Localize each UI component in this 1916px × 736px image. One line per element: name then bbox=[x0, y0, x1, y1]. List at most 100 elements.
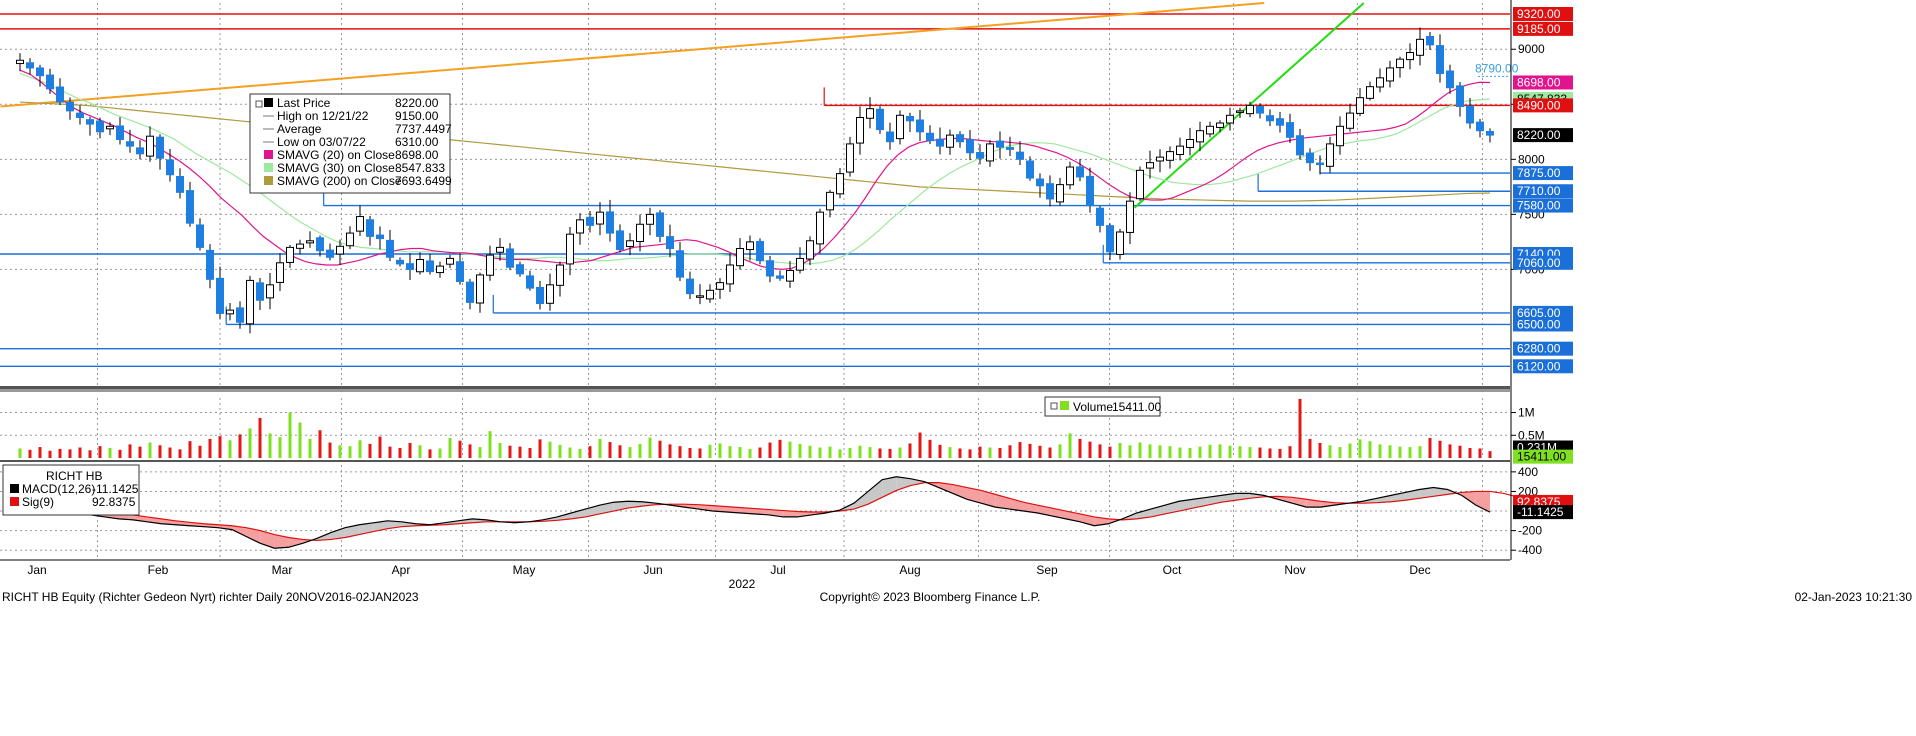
volume-bar-down bbox=[998, 448, 1002, 458]
volume-bar-up bbox=[1408, 447, 1412, 458]
price-tag-box bbox=[1513, 75, 1573, 90]
volume-tag: 15411.00 bbox=[1517, 450, 1566, 464]
volume-bar-up bbox=[818, 447, 822, 458]
candle-down bbox=[1316, 162, 1324, 166]
candle-up bbox=[496, 246, 504, 253]
volume-bar-down bbox=[128, 444, 132, 458]
panel-divider bbox=[0, 386, 1510, 389]
candle-down bbox=[136, 147, 144, 155]
volume-bar-down bbox=[178, 449, 182, 458]
candle-down bbox=[756, 240, 764, 262]
price-tag-box bbox=[1513, 305, 1573, 320]
candle-up bbox=[276, 262, 284, 283]
candle-up bbox=[1116, 231, 1124, 255]
price-tag-box bbox=[1513, 198, 1573, 213]
volume-bar-down bbox=[118, 449, 122, 458]
month-label: Apr bbox=[392, 563, 411, 577]
candle-up bbox=[746, 241, 754, 251]
volume-bar-down bbox=[778, 439, 782, 458]
volume-bar-up bbox=[1058, 444, 1062, 458]
price-tag-box bbox=[1513, 21, 1573, 36]
candle-down bbox=[406, 263, 414, 270]
candle-up bbox=[226, 309, 234, 315]
candle-down bbox=[256, 282, 264, 301]
candle-down bbox=[36, 67, 44, 77]
volume-bar-up bbox=[1068, 433, 1072, 458]
volume-bar-up bbox=[438, 448, 442, 458]
month-label: Mar bbox=[272, 563, 293, 577]
footer: RICHT HB Equity (Richter Gedeon Nyrt) ri… bbox=[2, 590, 1912, 604]
candle-down bbox=[396, 259, 404, 265]
macd-lines bbox=[19, 476, 1533, 549]
month-label: Aug bbox=[899, 563, 920, 577]
volume-bar-down bbox=[878, 448, 882, 458]
volume-bar-down bbox=[188, 441, 192, 458]
x-axis: Jan Feb Mar Apr May Jun Jul Aug Sep Oct Nov Dec bbox=[0, 559, 1510, 577]
candle-up bbox=[736, 247, 744, 267]
volume-bar-up bbox=[418, 445, 422, 458]
volume-bar-up bbox=[1368, 441, 1372, 458]
price-tag-box bbox=[1513, 184, 1573, 199]
volume-bar-up bbox=[838, 449, 842, 458]
candle-down bbox=[1096, 207, 1104, 226]
candle-down bbox=[666, 236, 674, 249]
legend-swatch bbox=[1060, 401, 1069, 410]
volume-bar-up bbox=[1338, 447, 1342, 458]
volume-bar-up bbox=[1168, 446, 1172, 458]
candle-down bbox=[676, 250, 684, 278]
volume-bar-up bbox=[148, 442, 152, 458]
macd-histogram-segment bbox=[952, 484, 968, 500]
price-tag-box bbox=[1513, 317, 1573, 332]
candle-up bbox=[826, 191, 834, 211]
macd-histogram-segment bbox=[1376, 495, 1392, 503]
candle-down bbox=[1076, 166, 1084, 178]
candle-up bbox=[486, 254, 494, 276]
candle-up bbox=[346, 232, 354, 247]
volume-bar-up bbox=[598, 438, 602, 458]
volume-tick-label: 1M bbox=[1518, 406, 1535, 420]
legend-value: 6310.00 bbox=[395, 135, 439, 149]
price-tags: 9320.009185.008698.008547.8338490.008220… bbox=[1513, 7, 1573, 520]
candles bbox=[16, 27, 1494, 334]
macd-histogram-segment bbox=[995, 494, 1010, 510]
volume-bar-down bbox=[88, 450, 92, 458]
candle-down bbox=[176, 175, 184, 193]
legend-swatch bbox=[10, 484, 19, 493]
price-annotation: 8790.00 bbox=[1475, 61, 1519, 77]
macd-histogram-segment bbox=[557, 512, 572, 521]
candle-down bbox=[616, 230, 624, 251]
month-label: Dec bbox=[1409, 563, 1430, 577]
candle-up bbox=[1146, 162, 1154, 169]
candle-up bbox=[16, 59, 24, 65]
macd-histogram-segment bbox=[797, 511, 812, 517]
volume-bar-up bbox=[1378, 444, 1382, 458]
candle-down bbox=[426, 260, 434, 273]
legend-label: SMAVG (30) on Close bbox=[277, 161, 395, 175]
candle-down bbox=[1296, 135, 1304, 156]
candle-up bbox=[296, 243, 304, 249]
volume-bar-down bbox=[658, 440, 662, 458]
candle-up bbox=[556, 264, 564, 286]
legend-label: SMAVG (20) on Close bbox=[277, 148, 395, 162]
volume-bar-down bbox=[1308, 438, 1312, 458]
volume-bar-down bbox=[678, 446, 682, 458]
macd-histogram-segment bbox=[967, 487, 982, 504]
price-legend[interactable]: Last Price 8220.00 High on 12/21/22 9150.00… bbox=[249, 93, 452, 194]
candle-down bbox=[96, 120, 104, 133]
legend-box bbox=[249, 93, 451, 194]
volume-bar-down bbox=[508, 445, 512, 458]
volume-tick-label: 0.5M bbox=[1518, 428, 1545, 442]
volume-bar-down bbox=[1318, 443, 1322, 458]
candle-up bbox=[566, 233, 574, 265]
macd-histogram-segment bbox=[684, 504, 699, 510]
candle-up bbox=[786, 270, 794, 282]
volume-bar-down bbox=[1258, 447, 1262, 458]
candle-down bbox=[1466, 105, 1474, 124]
candle-up bbox=[596, 211, 604, 225]
volume-bar-up bbox=[1348, 443, 1352, 458]
macd-line bbox=[19, 476, 1491, 549]
macd-histogram-segment bbox=[260, 530, 275, 549]
